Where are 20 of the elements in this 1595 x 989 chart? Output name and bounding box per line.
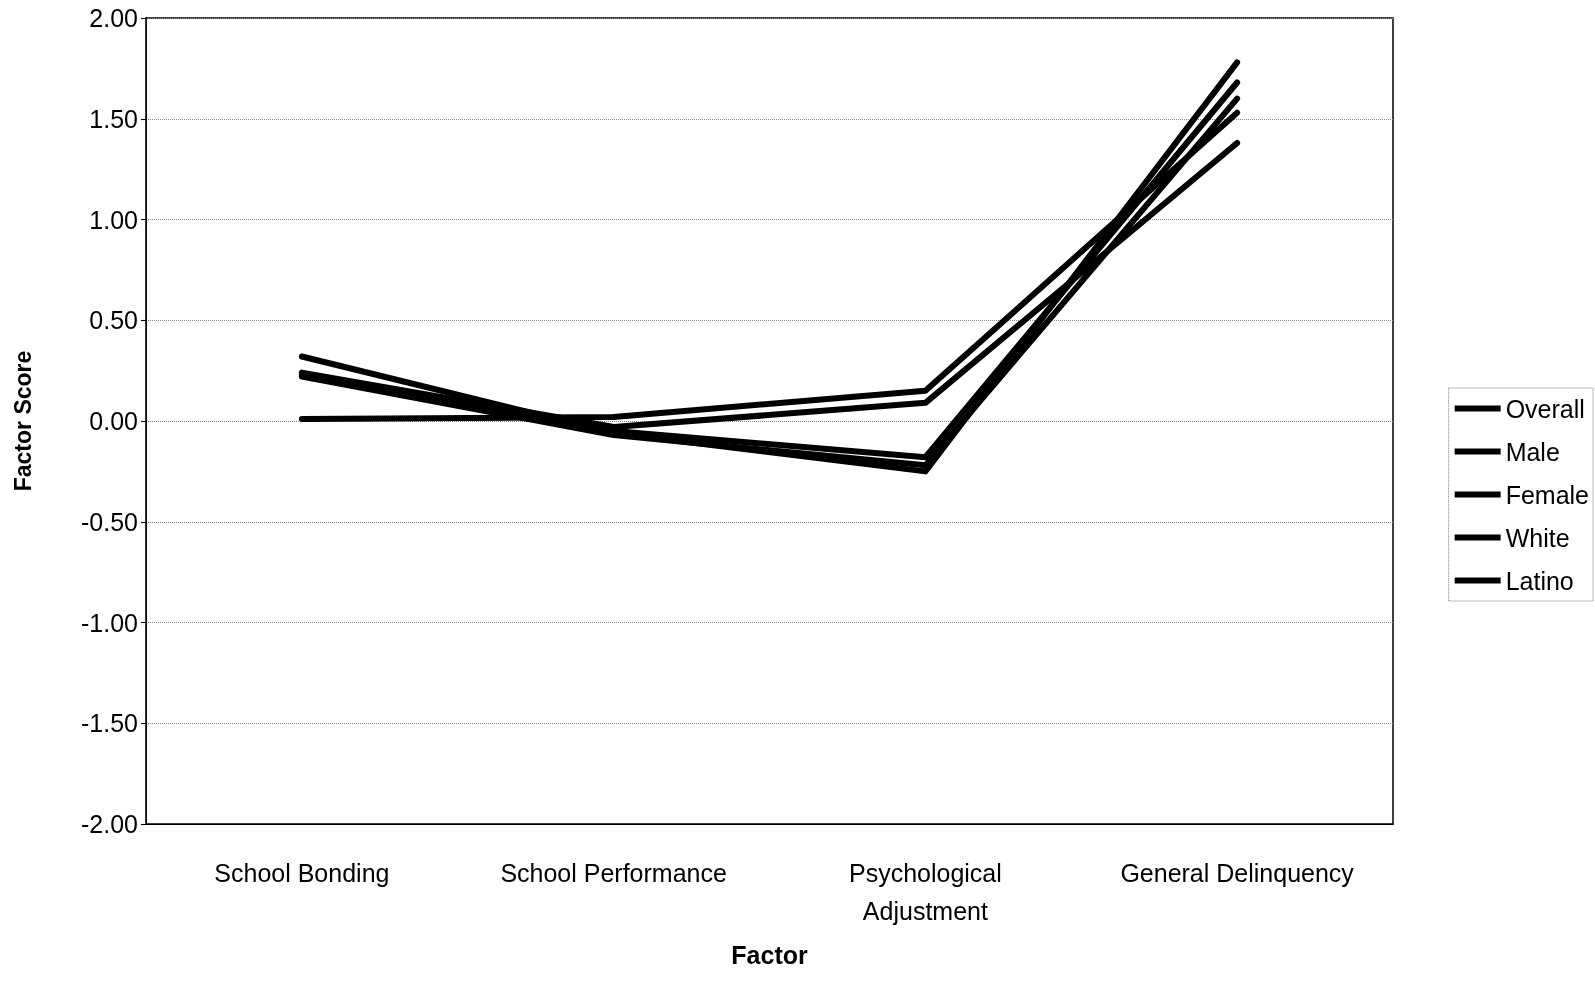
x-axis-title: Factor	[731, 940, 808, 969]
legend-label: White	[1505, 523, 1570, 552]
y-tick-label: 1.00	[89, 205, 138, 234]
y-tick-label: -1.50	[81, 709, 138, 738]
legend-label: Female	[1505, 480, 1590, 509]
x-tick-label: School Performance	[500, 859, 727, 887]
x-tick-label: Psychological Adjustment	[848, 859, 1002, 925]
x-tick-label: School Bonding	[214, 859, 390, 887]
y-tick-label: 2.00	[89, 4, 138, 32]
y-tick-label: -2.00	[81, 810, 138, 838]
y-tick-label: -1.00	[81, 608, 138, 637]
y-axis-title: Factor Score	[9, 350, 36, 492]
legend-label: Latino	[1505, 566, 1574, 595]
y-tick-label: 0.00	[89, 407, 138, 435]
y-tick-label: -0.50	[81, 507, 138, 536]
y-tick-label: 1.50	[89, 104, 138, 133]
x-tick-label: General Delinquency	[1120, 859, 1355, 887]
y-tick-label: 0.50	[89, 306, 138, 335]
legend-label: Overall	[1505, 394, 1585, 423]
legend-label: Male	[1505, 437, 1560, 466]
